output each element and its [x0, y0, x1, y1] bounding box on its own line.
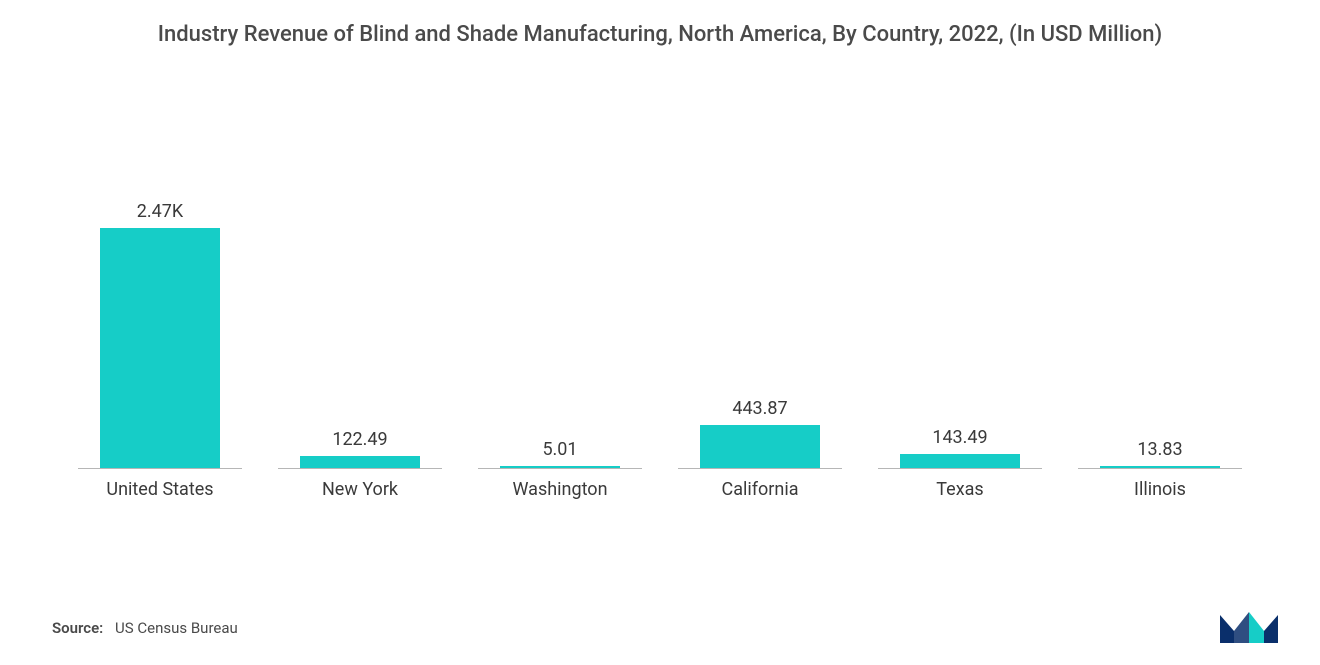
axis-baseline	[278, 468, 442, 469]
bar	[700, 425, 820, 468]
category-label: Texas	[936, 479, 983, 500]
bar-group: 122.49 New York	[260, 70, 460, 500]
bar-value-label: 143.49	[932, 427, 987, 448]
bar-value-label: 443.87	[732, 398, 787, 419]
axis-baseline	[78, 468, 242, 469]
category-label: California	[722, 479, 799, 500]
bar-value-label: 122.49	[332, 429, 387, 450]
source-line: Source: US Census Bureau	[52, 619, 238, 637]
category-label: Washington	[512, 479, 607, 500]
bar-value-label: 5.01	[542, 439, 577, 460]
bar-group: 143.49 Texas	[860, 70, 1060, 500]
source-text: US Census Bureau	[115, 619, 238, 637]
plot-area: 2.47K United States 122.49 New York 5.01 Wash…	[50, 70, 1270, 500]
bar	[100, 228, 220, 468]
mordor-logo	[1220, 607, 1278, 643]
bar-value-label: 2.47K	[137, 201, 183, 222]
bar	[300, 456, 420, 468]
chart-container: Industry Revenue of Blind and Shade Manu…	[0, 0, 1320, 665]
bar	[900, 454, 1020, 468]
axis-baseline	[678, 468, 842, 469]
bar-group: 13.83 Illinois	[1060, 70, 1260, 500]
category-label: Illinois	[1134, 479, 1186, 500]
axis-baseline	[878, 468, 1042, 469]
category-label: New York	[322, 479, 398, 500]
bar-value-label: 13.83	[1137, 439, 1182, 460]
bar-group: 2.47K United States	[60, 70, 260, 500]
category-label: United States	[106, 479, 213, 500]
bar-group: 5.01 Washington	[460, 70, 660, 500]
axis-baseline	[478, 468, 642, 469]
source-label: Source:	[52, 619, 103, 637]
bar-group: 443.87 California	[660, 70, 860, 500]
axis-baseline	[1078, 468, 1242, 469]
chart-title: Industry Revenue of Blind and Shade Manu…	[130, 20, 1190, 50]
